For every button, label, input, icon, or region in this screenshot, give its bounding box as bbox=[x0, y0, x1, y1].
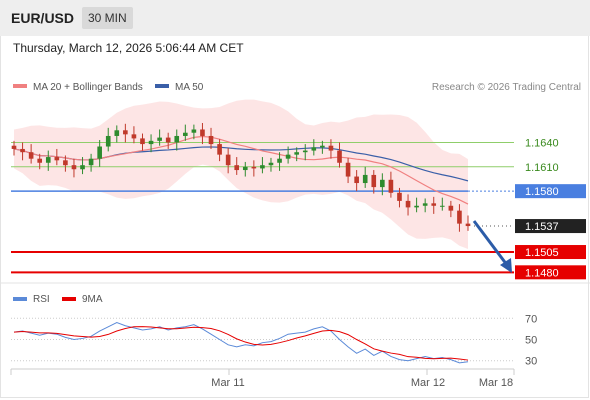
candle-body bbox=[268, 162, 274, 166]
x-tick-label: Mar 18 bbox=[479, 377, 513, 389]
candle-body bbox=[97, 146, 102, 159]
rsi-pane bbox=[13, 321, 469, 364]
level-labels: 1.1640 1.1610 1.1580 1.1537 1.1505 1.1480 bbox=[515, 137, 586, 280]
candle-body bbox=[20, 148, 25, 153]
candle-body bbox=[54, 157, 60, 161]
level-label-box bbox=[515, 184, 586, 199]
projection-arrow bbox=[472, 220, 512, 273]
candle-body bbox=[354, 176, 359, 184]
chart-timestamp: Thursday, March 12, 2026 5:06:44 AM CET bbox=[13, 41, 244, 55]
candle-body bbox=[105, 135, 111, 147]
x-tick-label: Mar 12 bbox=[411, 377, 445, 389]
level-label: 1.1580 bbox=[525, 186, 559, 198]
candle-body bbox=[123, 130, 128, 135]
candles bbox=[11, 122, 471, 232]
candle-body bbox=[183, 132, 188, 136]
candle-body bbox=[251, 166, 257, 169]
candle-body bbox=[28, 152, 34, 159]
candle-body bbox=[225, 154, 231, 166]
chart-frame bbox=[0, 36, 589, 398]
candle-body bbox=[260, 165, 265, 169]
rsi-legend-swatch bbox=[13, 297, 27, 301]
rsi-line bbox=[13, 321, 469, 364]
candle-body bbox=[157, 137, 162, 141]
candle-body bbox=[277, 158, 282, 163]
rsi-legend-label: RSI bbox=[33, 294, 50, 305]
level-label: 1.1537 bbox=[525, 221, 559, 233]
x-tick-label: Mar 11 bbox=[211, 377, 244, 389]
candle-body bbox=[217, 144, 222, 155]
candle-body bbox=[380, 179, 385, 188]
rsi-axis-label: 50 bbox=[525, 335, 537, 347]
candle-body bbox=[165, 137, 171, 143]
candle-body bbox=[71, 165, 77, 170]
candle-body bbox=[37, 158, 43, 163]
level-label: 1.1480 bbox=[525, 267, 559, 279]
candle-body bbox=[337, 150, 342, 163]
ma50-legend-label: MA 50 bbox=[175, 82, 204, 93]
candle-body bbox=[457, 210, 462, 224]
candle-body bbox=[345, 162, 351, 177]
candle-body bbox=[234, 165, 240, 171]
candle-body bbox=[294, 152, 299, 155]
candle-body bbox=[174, 135, 180, 143]
level-label: 1.1640 bbox=[525, 137, 559, 149]
candle-body bbox=[131, 134, 137, 139]
candle-body bbox=[114, 130, 120, 136]
candle-body bbox=[45, 157, 51, 163]
timeframe-badge[interactable]: 30 MIN bbox=[82, 7, 133, 29]
level-label-box bbox=[515, 219, 586, 234]
level-label-box bbox=[515, 245, 586, 260]
candle-body bbox=[208, 135, 214, 145]
candle-body bbox=[148, 140, 154, 145]
candle-body bbox=[465, 223, 471, 227]
candle-body bbox=[200, 129, 205, 136]
bollinger-band-area bbox=[14, 99, 468, 250]
candle-body bbox=[397, 192, 402, 201]
candle-body bbox=[88, 158, 94, 166]
candle-body bbox=[414, 205, 419, 208]
level-label: 1.1610 bbox=[525, 162, 559, 174]
candle-body bbox=[439, 205, 445, 207]
header-bar: EUR/USD 30 MIN bbox=[0, 0, 590, 36]
candle-body bbox=[422, 203, 428, 206]
rsi-ma-legend-label: 9MA bbox=[82, 294, 103, 305]
rsi-grid: 70 50 30 bbox=[11, 313, 537, 368]
candle-body bbox=[311, 147, 317, 151]
copyright-credit: Research © 2026 Trading Central bbox=[432, 82, 581, 93]
candle-body bbox=[285, 154, 291, 159]
candle-body bbox=[431, 203, 437, 206]
symbol-title: EUR/USD bbox=[11, 10, 75, 26]
bollinger-bands bbox=[14, 99, 468, 250]
rsi-axis-label: 70 bbox=[525, 313, 537, 325]
candle-body bbox=[191, 129, 197, 133]
candle-body bbox=[371, 174, 377, 188]
candle-body bbox=[388, 179, 394, 193]
candle-body bbox=[80, 165, 85, 170]
candle-body bbox=[448, 205, 454, 211]
ma20-legend-label: MA 20 + Bollinger Bands bbox=[33, 82, 143, 93]
candle-body bbox=[362, 174, 368, 184]
candle-body bbox=[328, 145, 334, 151]
candle-body bbox=[11, 145, 17, 149]
candle-body bbox=[302, 150, 308, 153]
candle-body bbox=[320, 145, 325, 148]
rsi-axis-label: 30 bbox=[525, 356, 537, 368]
ma20-legend-swatch bbox=[13, 84, 27, 88]
ma50-legend-swatch bbox=[155, 84, 169, 88]
candle-body bbox=[242, 166, 248, 171]
level-label-box bbox=[515, 265, 586, 280]
candle-body bbox=[405, 200, 411, 208]
rsi-ma-line bbox=[13, 326, 469, 361]
candle-body bbox=[63, 160, 68, 166]
rsi-ma-legend-swatch bbox=[62, 297, 76, 301]
candle-body bbox=[140, 138, 145, 145]
level-label: 1.1505 bbox=[525, 247, 559, 259]
